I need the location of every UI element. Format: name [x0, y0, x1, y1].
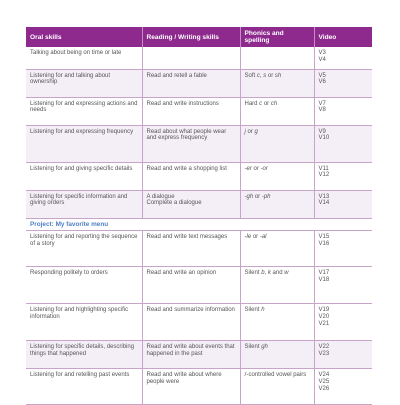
table-row: Listening for specific details, describi…: [26, 340, 372, 369]
cell-video: V11 V12: [313, 162, 372, 191]
table-row: Listening for and expressing actions and…: [26, 97, 372, 126]
cell-video: V24 V25 V26: [313, 368, 372, 405]
table-row: Listening for and reporting the sequence…: [26, 230, 372, 267]
table-row: Talking about being on time or late V3 V4: [26, 47, 372, 70]
cell-phonics: Silent gh: [239, 340, 314, 369]
cell-video: V19 V20 V21: [313, 303, 372, 341]
cell-phonics: Hard c or ch: [239, 97, 314, 126]
header-video: Video: [313, 27, 372, 47]
cell-reading-writing: Read and write an opinion: [141, 266, 240, 304]
cell-reading-writing: [141, 47, 240, 70]
cell-oral-skill: Listening for and highlighting specific …: [26, 303, 142, 341]
cell-oral-skill: Listening for and talking about ownershi…: [26, 69, 142, 98]
cell-phonics: Soft c, s or sh: [239, 69, 314, 98]
cell-oral-skill: Listening for and giving specific detail…: [26, 162, 142, 191]
cell-reading-writing: A dialogue Complete a dialogue: [141, 190, 240, 219]
cell-oral-skill: Listening for and expressing frequency: [26, 125, 142, 163]
table-row: Listening for and highlighting specific …: [26, 303, 372, 341]
scope-sequence-table: Oral skills Reading / Writing skills Pho…: [26, 27, 372, 405]
cell-oral-skill: Talking about being on time or late: [26, 47, 142, 70]
cell-phonics: Silent b, k and w: [239, 266, 314, 304]
cell-phonics: -er or -or: [239, 162, 314, 191]
cell-oral-skill: Listening for and retelling past events: [26, 368, 142, 405]
header-phonics: Phonics and spelling: [239, 27, 314, 47]
table-row: Listening for and retelling past events R…: [26, 368, 372, 405]
table-row: Responding politely to orders Read and wr…: [26, 266, 372, 304]
cell-oral-skill: Listening for specific information and g…: [26, 190, 142, 219]
cell-phonics: -gh or -ph: [239, 190, 314, 219]
cell-phonics: r-controlled vowel pairs: [239, 368, 314, 405]
cell-reading-writing: Read and write about events that happene…: [141, 340, 240, 369]
cell-video: V5 V6: [313, 69, 372, 98]
project-title: Project: My favorite menu: [26, 218, 372, 231]
cell-phonics: -le or -al: [239, 230, 314, 267]
cell-reading-writing: Read and summarize information: [141, 303, 240, 341]
cell-reading-writing: Read about what people wear and express …: [141, 125, 240, 163]
cell-video: V15 V16: [313, 230, 372, 267]
skills-table: Oral skills Reading / Writing skills Pho…: [26, 27, 372, 405]
cell-video: V17 V18: [313, 266, 372, 304]
table-body: Talking about being on time or late V3 V4 L…: [26, 47, 372, 405]
header-row: Oral skills Reading / Writing skills Pho…: [26, 27, 372, 47]
table-row: Listening for and expressing frequency Re…: [26, 125, 372, 163]
cell-reading-writing: Read and retell a fable: [141, 69, 240, 98]
cell-oral-skill: Listening for and reporting the sequence…: [26, 230, 142, 267]
cell-reading-writing: Read and write about where people were: [141, 368, 240, 405]
cell-reading-writing: Read and write instructions: [141, 97, 240, 126]
cell-phonics: [239, 47, 314, 70]
cell-oral-skill: Listening for and expressing actions and…: [26, 97, 142, 126]
table-row: Listening for specific information and g…: [26, 190, 372, 219]
cell-phonics: Silent h: [239, 303, 314, 341]
cell-video: V22 V23: [313, 340, 372, 369]
cell-video: V13 V14: [313, 190, 372, 219]
cell-video: V7 V8: [313, 97, 372, 126]
header-oral-skills: Oral skills: [26, 27, 142, 47]
cell-video: V3 V4: [313, 47, 372, 70]
cell-video: V9 V10: [313, 125, 372, 163]
cell-oral-skill: Listening for specific details, describi…: [26, 340, 142, 369]
cell-oral-skill: Responding politely to orders: [26, 266, 142, 304]
cell-reading-writing: Read and write a shopping list: [141, 162, 240, 191]
project-row: Project: My favorite menu: [26, 218, 372, 231]
table-row: Listening for and giving specific detail…: [26, 162, 372, 191]
cell-phonics: j or g: [239, 125, 314, 163]
cell-reading-writing: Read and write text messages: [141, 230, 240, 267]
header-reading-writing: Reading / Writing skills: [141, 27, 240, 47]
table-row: Listening for and talking about ownershi…: [26, 69, 372, 98]
